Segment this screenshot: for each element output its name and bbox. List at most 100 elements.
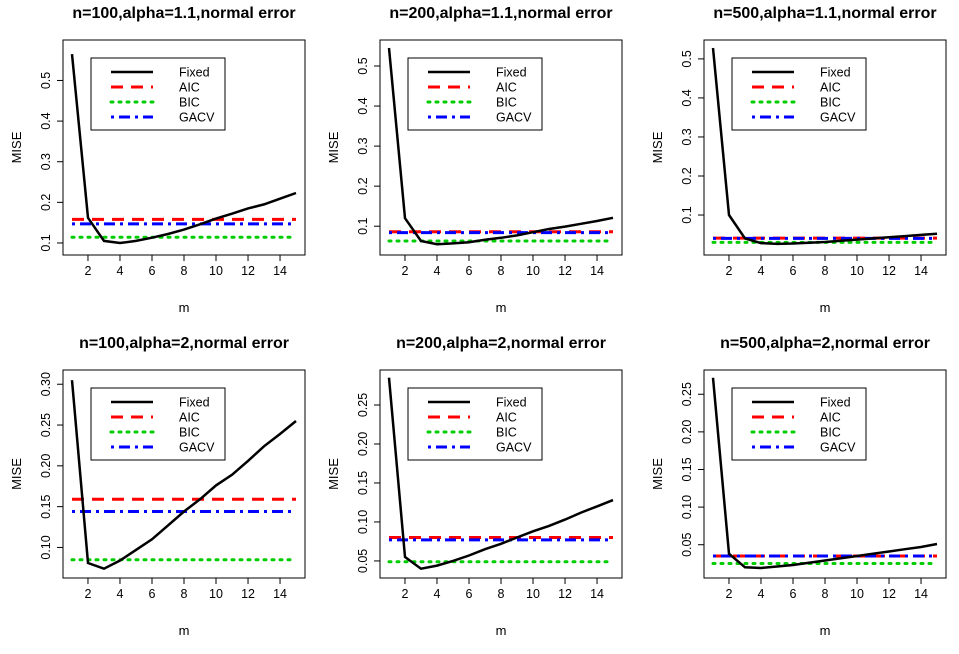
x-tick-label: 10 [850,587,864,601]
legend-label: GACV [820,111,856,125]
legend-label: BIC [179,426,200,440]
y-tick-label: 0.2 [356,177,370,194]
y-tick-label: 0.10 [680,495,694,519]
legend-label: Fixed [179,66,210,80]
x-tick-label: 14 [273,587,287,601]
x-tick-label: 6 [466,587,473,601]
y-tick-label: 0.1 [356,217,370,234]
x-tick-label: 4 [758,264,765,278]
legend-label: BIC [820,96,841,110]
y-tick-label: 0.3 [680,128,694,145]
legend-label: Fixed [179,396,210,410]
x-tick-label: 2 [401,264,408,278]
x-axis-label: m [496,300,507,315]
x-axis-label: m [820,300,831,315]
chart-title: n=100,alpha=2,normal error [79,335,289,352]
legend-box [90,57,226,131]
series-line-fixed [70,380,297,571]
y-tick-label: 0.05 [680,533,694,557]
y-tick-label: 0.20 [680,420,694,444]
x-tick-label: 14 [590,587,604,601]
x-tick-label: 8 [181,587,188,601]
x-tick-label: 8 [498,264,505,278]
x-tick-label: 12 [558,587,572,601]
y-tick-label: 0.25 [356,393,370,417]
x-tick-label: 2 [725,587,732,601]
y-axis-label: MISE [650,131,665,163]
y-axis-label: MISE [650,458,665,490]
x-tick-label: 10 [209,587,223,601]
y-tick-label: 0.15 [356,471,370,495]
legend-label: GACV [179,111,215,125]
y-tick-label: 0.15 [39,494,53,518]
series-line-fixed [387,377,614,571]
legend-label: GACV [820,441,856,455]
x-tick-label: 14 [914,587,928,601]
y-tick-label: 0.1 [39,234,53,251]
x-tick-label: 8 [822,264,829,278]
y-tick-label: 0.25 [39,413,53,437]
chart-panel-3: n=500,alpha=1.1,normal error 2 4 6 8 10 12 14 0.… [650,5,947,315]
x-tick-label: 12 [882,587,896,601]
x-tick-label: 6 [149,587,156,601]
y-tick-label: 0.2 [39,194,53,211]
legend-label: Fixed [820,396,851,410]
legend-label: AIC [820,81,841,95]
y-tick-label: 0.20 [39,454,53,478]
legend-label: GACV [496,111,532,125]
legend-label: AIC [820,411,841,425]
x-tick-label: 12 [241,264,255,278]
x-tick-label: 14 [273,264,287,278]
y-tick-label: 0.10 [39,535,53,559]
x-tick-label: 6 [149,264,156,278]
y-tick-label: 0.3 [356,137,370,154]
y-tick-label: 0.30 [39,372,53,396]
x-tick-label: 14 [590,264,604,278]
chart-title: n=500,alpha=1.1,normal error [713,5,936,22]
y-tick-label: 0.2 [680,167,694,184]
legend-label: Fixed [496,66,527,80]
y-axis-label: MISE [9,458,24,490]
series-line-fixed [387,47,614,246]
y-tick-label: 0.4 [39,112,53,129]
x-tick-label: 8 [181,264,188,278]
legend-label: AIC [496,411,517,425]
legend-label: GACV [179,441,215,455]
x-tick-label: 6 [790,264,797,278]
x-tick-label: 10 [526,587,540,601]
chart-title: n=200,alpha=2,normal error [396,335,606,352]
x-axis-label: m [179,623,190,638]
y-axis-label: MISE [326,131,341,163]
y-tick-label: 0.05 [356,549,370,573]
y-tick-label: 0.4 [680,89,694,106]
legend-label: Fixed [820,66,851,80]
y-tick-label: 0.5 [680,50,694,67]
x-tick-label: 2 [84,587,91,601]
chart-panel-1: n=100,alpha=1.1,normal error 2 4 6 8 10 12 14 0.… [9,5,306,315]
x-tick-label: 2 [725,264,732,278]
x-tick-label: 12 [882,264,896,278]
y-tick-label: 0.5 [39,72,53,89]
legend-label: Fixed [496,396,527,410]
chart-title: n=200,alpha=1.1,normal error [389,5,612,22]
y-tick-label: 0.25 [680,382,694,406]
x-tick-label: 10 [526,264,540,278]
y-tick-label: 0.20 [356,432,370,456]
legend-label: BIC [496,426,517,440]
y-tick-label: 0.5 [356,57,370,74]
x-tick-label: 8 [498,587,505,601]
chart-panel-6: n=500,alpha=2,normal error 2 4 6 8 10 12 14 0.05… [650,335,947,638]
x-tick-label: 10 [209,264,223,278]
x-tick-label: 6 [790,587,797,601]
chart-title: n=500,alpha=2,normal error [720,335,930,352]
series-line-fixed [711,47,938,246]
legend-label: AIC [179,81,200,95]
y-tick-label: 0.1 [680,206,694,223]
series-line-fixed [711,377,938,570]
